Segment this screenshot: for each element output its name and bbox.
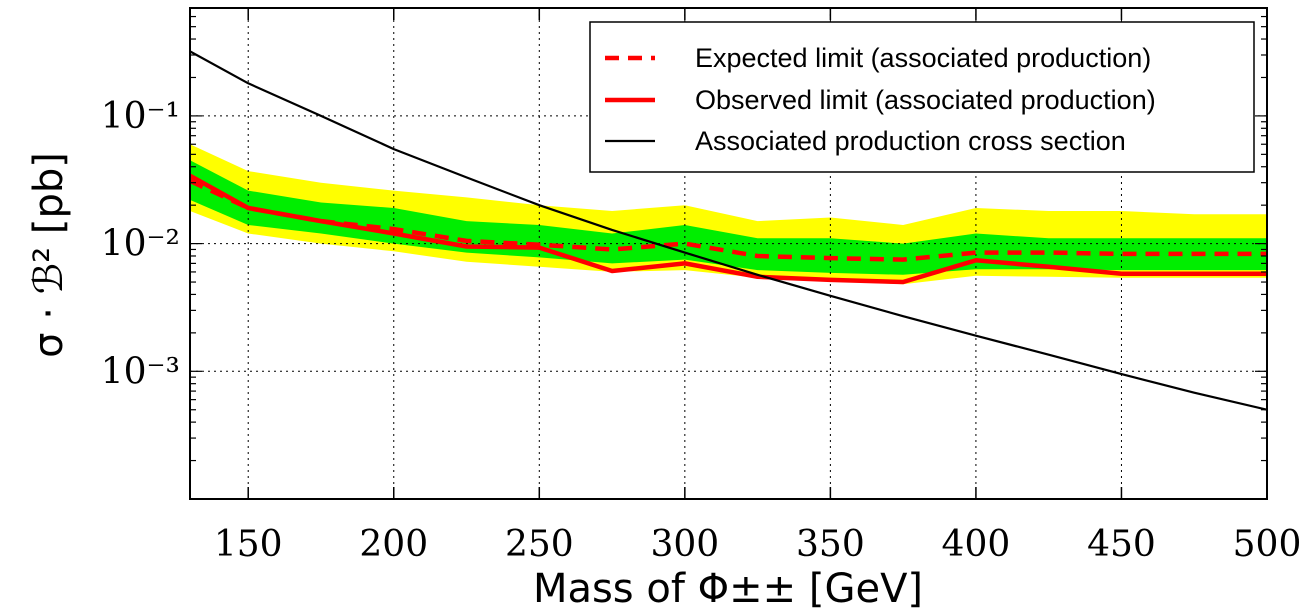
series-line-1 (190, 173, 1267, 285)
axis-ticks (190, 8, 1268, 500)
series-lines (190, 50, 1267, 411)
y-axis-title: σ · ℬ² [pb] (26, 152, 72, 358)
x-tick-label: 350 (796, 524, 865, 565)
legend-label-1: Observed limit (associated production) (695, 85, 1156, 115)
x-axis-title: Mass of Φ±± [GeV] (533, 566, 923, 612)
x-tick-label: 200 (359, 524, 428, 565)
y-tick-label: 10⁻² (101, 224, 180, 265)
plot-frame (189, 7, 1268, 500)
y-tick-label: 10⁻¹ (101, 96, 180, 137)
x-tick-label: 150 (214, 524, 283, 565)
legend-label-0: Expected limit (associated production) (695, 43, 1151, 73)
x-tick-label: 450 (1087, 524, 1156, 565)
x-tick-label: 400 (942, 524, 1011, 565)
series-line-2 (190, 50, 1267, 411)
legend-label-2: Associated production cross section (695, 126, 1126, 156)
x-tick-label: 300 (650, 524, 719, 565)
y-tick-label: 10⁻³ (101, 351, 180, 392)
legend-box (589, 21, 1255, 173)
legend: Expected limit (associated production) Ob… (589, 21, 1255, 173)
x-tick-label: 250 (505, 524, 574, 565)
x-tick-labels: 150 200 250 300 350 400 450 500 (214, 524, 1302, 565)
x-tick-label: 500 (1233, 524, 1302, 565)
y-tick-labels: 10⁻¹ 10⁻² 10⁻³ (101, 96, 180, 392)
